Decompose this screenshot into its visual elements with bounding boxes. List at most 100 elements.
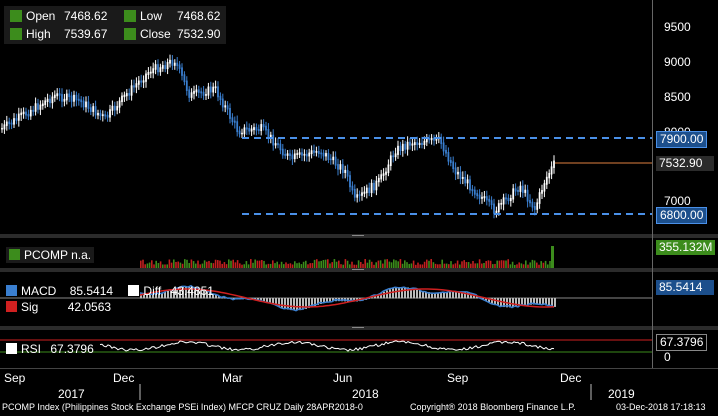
volume-bar: [305, 260, 307, 268]
price-candle-body: [389, 155, 392, 167]
macd-histogram-bar: [482, 298, 484, 300]
price-candle-body: [541, 190, 543, 194]
rsi-chart: [0, 339, 652, 353]
macd-histogram-bar: [209, 292, 211, 299]
price-candle-body: [454, 167, 457, 175]
macd-histogram-bar: [434, 292, 436, 299]
volume-bar: [428, 260, 430, 268]
price-candle-body: [380, 174, 383, 180]
volume-bar: [437, 264, 439, 268]
price-candle-body: [296, 153, 299, 155]
price-candle-body: [471, 188, 474, 192]
price-candle-body: [418, 142, 421, 146]
volume-bar: [485, 261, 487, 268]
volume-bar: [349, 264, 351, 268]
price-candle-body: [205, 94, 207, 96]
volume-bar: [214, 259, 217, 268]
volume-bar: [190, 259, 193, 268]
price-candle-body: [125, 93, 128, 97]
diff-label: Diff: [143, 284, 162, 298]
volume-bar: [533, 260, 536, 268]
rsi-panel[interactable]: [0, 330, 652, 368]
price-candle-body: [382, 173, 385, 176]
rsi-label: RSI: [21, 342, 42, 356]
price-candle-body: [209, 86, 212, 93]
volume-bar: [247, 264, 250, 268]
macd-histogram-bar: [491, 298, 493, 304]
price-candle-body: [322, 152, 325, 157]
volume-panel[interactable]: [0, 238, 652, 268]
volume-bar: [274, 263, 276, 268]
macd-histogram-bar: [440, 292, 442, 299]
price-candle-body: [245, 127, 248, 130]
price-candle-body: [70, 95, 73, 102]
last-price-tag: 7532.90: [656, 156, 714, 171]
volume-bar: [298, 262, 300, 268]
price-candle-body: [329, 158, 332, 161]
macd-panel[interactable]: [0, 272, 652, 326]
price-candle-body: [46, 98, 49, 102]
footer-copyright: Copyright® 2018 Bloomberg Finance L.P.: [410, 402, 576, 412]
volume-bar: [346, 260, 349, 268]
price-candle-body: [373, 182, 375, 191]
macd-histogram-bar: [305, 298, 307, 309]
macd-histogram-bar: [170, 290, 172, 299]
macd-chart: [0, 284, 652, 312]
price-candle-body: [416, 142, 419, 146]
price-candle-body: [320, 152, 323, 155]
panel-divider[interactable]: [0, 326, 718, 330]
volume-bar: [236, 260, 239, 268]
price-candle-body: [449, 160, 452, 163]
volume-bar: [289, 263, 292, 268]
volume-bar: [489, 260, 492, 268]
volume-bar: [146, 263, 149, 268]
volume-bar: [357, 260, 360, 268]
volume-bar: [505, 260, 507, 268]
price-candle-body: [392, 155, 395, 158]
price-candle-body: [231, 117, 234, 123]
price-candle-body: [73, 94, 75, 102]
volume-bar: [243, 264, 245, 268]
panel-divider[interactable]: [0, 268, 718, 272]
volume-bar: [540, 261, 542, 268]
macd-histogram-bar: [146, 294, 148, 299]
price-candle-body: [385, 171, 387, 175]
macd-histogram-bar: [455, 291, 457, 299]
price-candle-body: [548, 172, 551, 179]
volume-bar: [241, 264, 243, 268]
macd-histogram-bar: [380, 293, 382, 299]
macd-histogram-bar: [497, 298, 499, 306]
volume-bar: [432, 262, 435, 268]
volume-bar: [483, 263, 485, 268]
price-candle-body: [356, 194, 359, 198]
price-candle-body: [483, 196, 486, 199]
volume-bar: [144, 264, 146, 268]
price-candle-body: [442, 142, 445, 152]
macd-histogram-bar: [149, 294, 151, 299]
price-candle-body: [238, 130, 241, 135]
signal-line: [139, 288, 555, 308]
macd-histogram-bar: [329, 298, 331, 302]
volume-bar: [514, 264, 516, 268]
macd-histogram-bar: [197, 287, 199, 299]
volume-bar: [254, 259, 256, 268]
price-candle-body: [41, 103, 44, 107]
price-candle-body: [524, 189, 527, 193]
time-axis[interactable]: [0, 368, 718, 403]
volume-bar: [329, 263, 331, 268]
price-candle-body: [377, 177, 380, 183]
price-candle-body: [116, 106, 119, 111]
price-candle-body: [56, 93, 59, 97]
price-candle-body: [233, 120, 236, 123]
price-candle-body: [176, 62, 179, 66]
price-tick: 8500: [664, 90, 691, 104]
volume-bar: [179, 262, 182, 268]
panel-divider[interactable]: [0, 234, 718, 238]
macd-histogram-bar: [485, 298, 487, 301]
macd-histogram-bar: [488, 298, 490, 303]
volume-bar: [239, 263, 241, 268]
macd-histogram-bar: [470, 293, 472, 299]
volume-bar: [318, 261, 320, 268]
price-candle-body: [543, 183, 546, 192]
volume-bar: [340, 264, 342, 268]
